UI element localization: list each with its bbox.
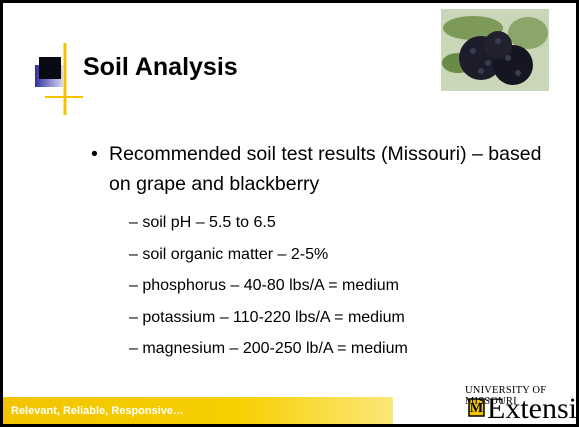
- accent-square: [39, 57, 61, 79]
- bullet-text: Recommended soil test results (Missouri)…: [109, 139, 549, 199]
- footer-tagline: Relevant, Reliable, Responsive…: [11, 405, 184, 417]
- sub-item: – potassium – 110-220 lbs/A = medium: [129, 309, 405, 327]
- sub-item: – magnesium – 200-250 lb/A = medium: [129, 340, 408, 358]
- slide: M Soil Analysis • Recommended soil test …: [0, 0, 579, 427]
- elderberry-photo: [441, 9, 549, 91]
- slide-title: Soil Analysis: [83, 53, 238, 82]
- sub-item: – soil pH – 5.5 to 6.5: [129, 214, 276, 232]
- logo-extension: Extension: [487, 393, 579, 425]
- sub-item: – phosphorus – 40-80 lbs/A = medium: [129, 277, 399, 295]
- sub-item: – soil organic matter – 2-5%: [129, 246, 328, 264]
- bullet-marker: •: [91, 139, 98, 169]
